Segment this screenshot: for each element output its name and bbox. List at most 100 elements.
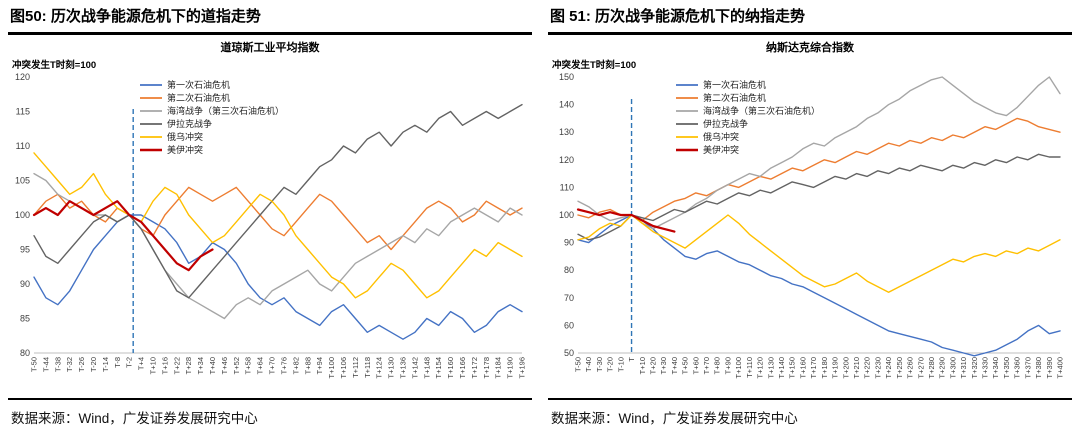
x-tick-label: T+160 <box>446 357 455 378</box>
x-tick-label: T+180 <box>820 357 829 378</box>
x-tick-label: T+166 <box>458 357 467 378</box>
x-tick-label: T <box>627 357 636 362</box>
x-tick-label: T-50 <box>574 357 583 372</box>
y-tick-label: 60 <box>564 320 574 330</box>
x-tick-label: T+200 <box>841 357 850 378</box>
x-tick-label: T+20 <box>648 357 657 374</box>
figure-panel-nasdaq: 图 51: 历次战争能源危机下的纳指走势 纳斯达克综合指数冲突发生T时刻=100… <box>548 4 1072 427</box>
x-tick-label: T+40 <box>670 357 679 374</box>
x-tick-label: T-2 <box>125 357 134 368</box>
y-tick-label: 120 <box>559 155 574 165</box>
x-tick-label: T+190 <box>831 357 840 378</box>
x-tick-label: T+136 <box>398 357 407 378</box>
x-tick-label: T+10 <box>638 357 647 374</box>
y-tick-label: 100 <box>559 210 574 220</box>
series-line-0 <box>577 214 1061 357</box>
x-tick-label: T+130 <box>387 357 396 378</box>
x-tick-label: T-20 <box>89 357 98 372</box>
x-tick-label: T+260 <box>906 357 915 378</box>
y-tick-label: 70 <box>564 293 574 303</box>
chart-title: 纳斯达克综合指数 <box>766 40 855 54</box>
y-tick-label: 140 <box>559 100 574 110</box>
x-tick-label: T+100 <box>327 357 336 378</box>
x-tick-label: T+30 <box>659 357 668 374</box>
x-tick-label: T+280 <box>927 357 936 378</box>
series-line-1 <box>33 186 523 251</box>
x-tick-label: T+46 <box>220 357 229 374</box>
chart-note: 冲突发生T时刻=100 <box>12 59 96 71</box>
legend-label-4: 俄乌冲突 <box>703 131 739 142</box>
y-tick-label: 150 <box>559 72 574 82</box>
x-tick-label: T+52 <box>232 357 241 374</box>
y-tick-label: 50 <box>564 348 574 358</box>
y-tick-label: 90 <box>564 238 574 248</box>
x-tick-label: T+350 <box>1002 357 1011 378</box>
data-source-note-right: 数据来源：Wind，广发证券发展研究中心 <box>548 398 1072 427</box>
legend-label-1: 第二次石油危机 <box>167 92 230 103</box>
x-tick-label: T+64 <box>256 357 265 374</box>
x-tick-label: T+400 <box>1056 357 1065 378</box>
y-tick-label: 100 <box>15 210 30 220</box>
x-tick-label: T+210 <box>852 357 861 378</box>
x-tick-label: T+250 <box>895 357 904 378</box>
x-tick-label: T+80 <box>713 357 722 374</box>
x-tick-label: T+300 <box>948 357 957 378</box>
x-tick-label: T+88 <box>303 357 312 374</box>
y-tick-label: 90 <box>20 279 30 289</box>
x-tick-label: T+40 <box>208 357 217 374</box>
x-tick-label: T+190 <box>506 357 515 378</box>
x-tick-label: T+70 <box>268 357 277 374</box>
x-tick-label: T-38 <box>53 357 62 372</box>
figure-caption-nasdaq: 图 51: 历次战争能源危机下的纳指走势 <box>548 4 1072 35</box>
x-tick-label: T+28 <box>184 357 193 374</box>
x-tick-label: T+340 <box>991 357 1000 378</box>
x-tick-label: T-8 <box>113 357 122 368</box>
x-tick-label: T+70 <box>702 357 711 374</box>
x-tick-label: T+22 <box>172 357 181 374</box>
x-tick-label: T-20 <box>606 357 615 372</box>
x-tick-label: T+76 <box>279 357 288 374</box>
series-line-2 <box>577 76 1061 230</box>
y-tick-label: 80 <box>20 348 30 358</box>
x-tick-label: T+160 <box>798 357 807 378</box>
y-tick-label: 80 <box>564 265 574 275</box>
x-tick-label: T-10 <box>616 357 625 372</box>
chart-note: 冲突发生T时刻=100 <box>552 59 636 71</box>
x-tick-label: T+330 <box>981 357 990 378</box>
legend-label-4: 俄乌冲突 <box>167 131 203 142</box>
x-tick-label: T+4 <box>137 357 146 370</box>
x-tick-label: T-40 <box>584 357 593 372</box>
y-tick-label: 110 <box>16 141 30 151</box>
legend-label-2: 海湾战争（第三次石油危机） <box>703 105 820 116</box>
x-tick-label: T+90 <box>723 357 732 374</box>
figure-caption-dow: 图50: 历次战争能源危机下的道指走势 <box>8 4 532 35</box>
x-tick-label: T+58 <box>244 357 253 374</box>
x-tick-label: T+178 <box>482 357 491 378</box>
x-tick-label: T-14 <box>101 357 110 372</box>
x-tick-label: T+270 <box>916 357 925 378</box>
x-tick-label: T+130 <box>766 357 775 378</box>
series-line-3 <box>33 103 523 299</box>
y-tick-label: 130 <box>559 127 574 137</box>
legend-label-0: 第一次石油危机 <box>167 79 230 90</box>
x-tick-label: T+220 <box>863 357 872 378</box>
x-tick-label: T-50 <box>30 357 39 372</box>
x-tick-label: T-32 <box>65 357 74 372</box>
x-tick-label: T+140 <box>777 357 786 378</box>
dow-chart: 道琼斯工业平均指数 冲突发生T时刻=100 80 85 90 95 100 105 110 115… <box>8 35 532 395</box>
y-tick-label: 120 <box>15 72 30 82</box>
legend-label-3: 伊拉克战争 <box>703 118 748 129</box>
x-tick-label: T+94 <box>315 357 324 374</box>
series-line-4 <box>577 214 1061 294</box>
y-tick-label: 110 <box>560 182 574 192</box>
x-tick-label: T+50 <box>681 357 690 374</box>
x-tick-label: T+310 <box>959 357 968 378</box>
y-tick-label: 105 <box>15 176 30 186</box>
x-tick-label: T-26 <box>77 357 86 372</box>
x-tick-label: T+10 <box>149 357 158 374</box>
figure-panel-dow: 图50: 历次战争能源危机下的道指走势 道琼斯工业平均指数 冲突发生T时刻=100… <box>8 4 532 427</box>
x-tick-label: T+112 <box>351 357 360 378</box>
x-tick-label: T-44 <box>41 357 50 372</box>
x-tick-label: T+34 <box>196 357 205 374</box>
